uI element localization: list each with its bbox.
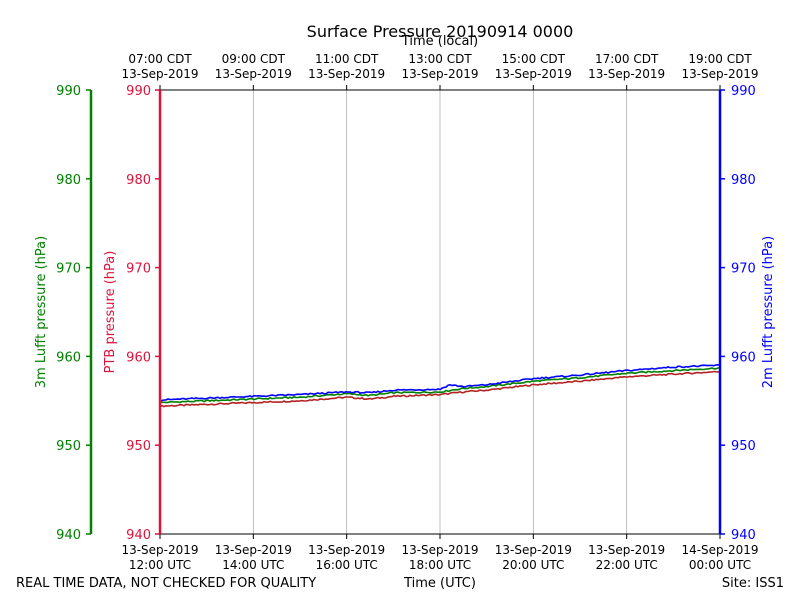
y-tick-label: 950 (731, 439, 756, 454)
series-lines (159, 364, 721, 408)
y-tick-label: 960 (56, 350, 81, 365)
gridlines (252, 90, 628, 534)
x-tick-top-date: 13-Sep-2019 (681, 67, 758, 81)
x-tick-top-time: 09:00 CDT (222, 52, 286, 66)
y-tick-label: 990 (56, 84, 81, 99)
y-tick-label: 940 (56, 528, 81, 543)
y-axis-label: PTB pressure (hPa) (103, 251, 118, 374)
y-tick-label: 970 (731, 262, 756, 277)
y-tick-label: 990 (126, 84, 151, 99)
x-tick-time: 16:00 UTC (316, 558, 378, 572)
y-tick-label: 960 (126, 350, 151, 365)
x-tick-date: 13-Sep-2019 (401, 543, 478, 557)
x-tick-date: 13-Sep-2019 (588, 543, 665, 557)
x-tick-top-date: 13-Sep-2019 (121, 67, 198, 81)
x-tick-date: 13-Sep-2019 (215, 543, 292, 557)
x-tick-top-date: 13-Sep-2019 (401, 67, 478, 81)
x-tick-date: 13-Sep-2019 (121, 543, 198, 557)
x-tick-top-date: 13-Sep-2019 (308, 67, 385, 81)
x-tick-top-time: 17:00 CDT (595, 52, 659, 66)
y-tick-label: 950 (126, 439, 151, 454)
y-tick-label: 980 (56, 173, 81, 188)
y-tick-label: 980 (126, 173, 151, 188)
x-tick-time: 14:00 UTC (222, 558, 284, 572)
series-line (159, 367, 721, 404)
x-tick-top-time: 15:00 CDT (502, 52, 566, 66)
y-axis-label: 2m Lufft pressure (hPa) (761, 236, 776, 388)
series-line (159, 370, 721, 408)
y-tick-label: 970 (126, 262, 151, 277)
site-label: Site: ISS1 (721, 576, 784, 591)
x-tick-time: 22:00 UTC (596, 558, 658, 572)
y-tick-label: 950 (56, 439, 81, 454)
axes: 940 950 960 970 980 990 940 950 960 970 980 990 940 9… (34, 52, 776, 572)
x-tick-date: 13-Sep-2019 (308, 543, 385, 557)
x-tick-top-date: 13-Sep-2019 (215, 67, 292, 81)
y-tick-label: 970 (56, 262, 81, 277)
y-axis-label: 3m Lufft pressure (hPa) (34, 236, 49, 388)
x-tick-time: 18:00 UTC (409, 558, 471, 572)
x-tick-top-time: 11:00 CDT (315, 52, 379, 66)
top-axis-label: Time (local) (401, 34, 479, 49)
x-tick-top-time: 07:00 CDT (128, 52, 192, 66)
x-tick-date: 14-Sep-2019 (681, 543, 758, 557)
x-tick-time: 12:00 UTC (129, 558, 191, 572)
x-tick-top-date: 13-Sep-2019 (495, 67, 572, 81)
y-tick-label: 940 (731, 528, 756, 543)
x-tick-time: 20:00 UTC (502, 558, 564, 572)
x-tick-top-time: 13:00 CDT (408, 52, 472, 66)
y-tick-label: 990 (731, 84, 756, 99)
series-line (159, 364, 721, 402)
y-tick-label: 980 (731, 173, 756, 188)
chart-title: Surface Pressure 20190914 0000 (306, 22, 574, 41)
y-tick-label: 940 (126, 528, 151, 543)
x-tick-top-time: 19:00 CDT (688, 52, 752, 66)
x-tick-top-date: 13-Sep-2019 (588, 67, 665, 81)
x-axis-label: Time (UTC) (404, 576, 476, 591)
quality-disclaimer: REAL TIME DATA, NOT CHECKED FOR QUALITY (16, 576, 317, 591)
x-tick-date: 13-Sep-2019 (495, 543, 572, 557)
y-tick-label: 960 (731, 350, 756, 365)
x-tick-time: 00:00 UTC (689, 558, 751, 572)
